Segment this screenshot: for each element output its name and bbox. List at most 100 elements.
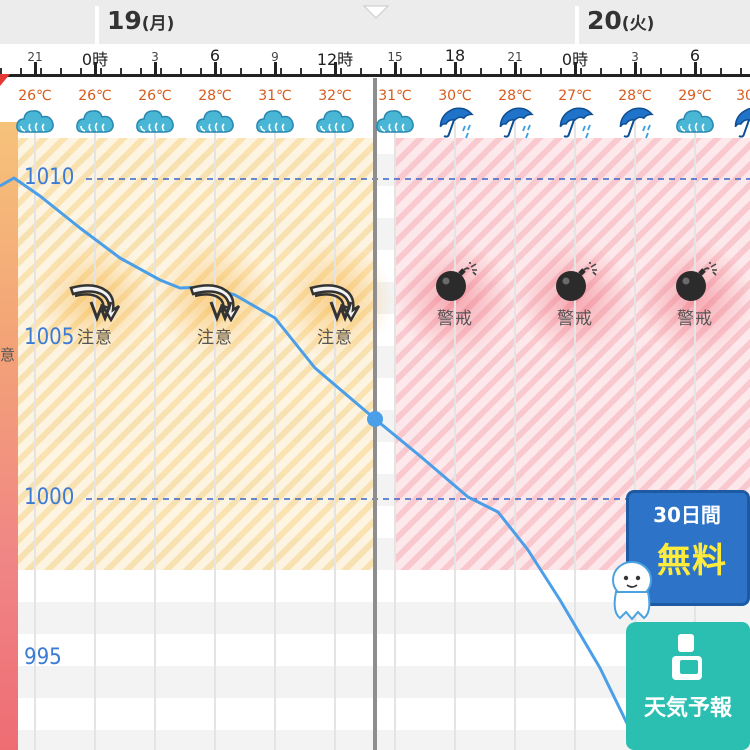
temperature: 31℃ <box>378 88 412 104</box>
hour-label: 9 <box>271 50 279 64</box>
hour-tick <box>720 68 722 74</box>
rising-wave-icon <box>187 280 243 326</box>
pressure-line <box>0 176 642 750</box>
grid-line <box>514 122 516 750</box>
temperature: 26℃ <box>18 88 52 104</box>
hour-tick <box>520 68 522 74</box>
grid-line <box>334 122 336 750</box>
warning-label: 注意 <box>197 328 233 348</box>
temperature: 28℃ <box>618 88 652 104</box>
temperature: 28℃ <box>498 88 532 104</box>
hour-tick <box>20 68 22 74</box>
hour-tick <box>420 68 422 74</box>
hour-tick-major <box>574 62 577 74</box>
cloud-icon <box>195 106 235 140</box>
current-time-pointer <box>362 5 390 19</box>
hour-tick <box>180 68 182 74</box>
hour-tick-major <box>694 62 697 74</box>
hour-tick <box>160 68 162 74</box>
hour-tick <box>220 68 222 74</box>
pressure-level-bar <box>0 122 18 750</box>
hour-label: 0時 <box>561 50 589 69</box>
free-trial-duration: 30日間 <box>653 503 721 527</box>
hour-tick <box>280 68 282 74</box>
grid-line <box>694 122 696 750</box>
hour-scale-bar <box>0 44 750 78</box>
hour-tick-major <box>334 62 337 74</box>
grid-line <box>634 122 636 750</box>
hour-tick <box>600 68 602 74</box>
date-divider <box>575 6 579 44</box>
hour-tick <box>80 68 82 74</box>
pressure-label-995: 995 <box>24 645 62 670</box>
hour-tick <box>300 68 302 74</box>
hour-tick <box>340 68 342 74</box>
rising-wave-icon <box>67 280 123 326</box>
hour-tick <box>240 68 242 74</box>
hour-tick <box>0 68 2 74</box>
warning-label: 警戒 <box>437 309 473 329</box>
hour-tick <box>580 68 582 74</box>
weather-forecast-label: 天気予報 <box>643 696 732 721</box>
hour-tick <box>500 68 502 74</box>
temperature: 27℃ <box>558 88 592 104</box>
hour-tick <box>380 68 382 74</box>
grid-line <box>154 122 156 750</box>
time-axis-line <box>0 74 750 77</box>
temperature: 26℃ <box>78 88 112 104</box>
hour-tick <box>540 68 542 74</box>
hour-tick <box>480 68 482 74</box>
hour-tick <box>320 68 322 74</box>
hour-tick <box>40 68 42 74</box>
hour-tick <box>620 68 622 74</box>
cloud-icon <box>675 106 715 140</box>
temperature: 29℃ <box>678 88 712 104</box>
temperature: 28℃ <box>198 88 232 104</box>
hour-label: 18 <box>444 46 466 65</box>
current-pressure-dot <box>367 411 383 427</box>
pressure-label-1010: 1010 <box>24 165 75 190</box>
date-day: 19 <box>107 6 142 35</box>
umbrella-icon <box>555 106 595 144</box>
date-divider <box>95 6 99 44</box>
hour-tick <box>460 68 462 74</box>
hour-tick <box>120 68 122 74</box>
hour-tick <box>660 68 662 74</box>
bomb-icon <box>552 262 598 308</box>
temperature: 30℃ <box>438 88 472 104</box>
hour-label: 21 <box>27 50 43 64</box>
hour-tick-major <box>274 62 277 74</box>
umbrella-icon <box>495 106 535 144</box>
grid-line <box>274 122 276 750</box>
hour-label: 21 <box>507 50 523 64</box>
grid-line <box>34 122 36 750</box>
hour-tick <box>140 68 142 74</box>
temperature: 26℃ <box>138 88 172 104</box>
hour-tick <box>100 68 102 74</box>
hour-label: 6 <box>209 46 221 65</box>
weather-forecast-button[interactable]: 天気予報 <box>626 622 750 750</box>
hour-tick-major <box>34 62 37 74</box>
temperature: 31℃ <box>258 88 292 104</box>
grid-line <box>574 122 576 750</box>
hour-label: 15 <box>387 50 403 64</box>
temperature: 30 <box>736 88 750 104</box>
bomb-icon <box>432 262 478 308</box>
grid-line <box>454 122 456 750</box>
teru-teru-mascot-icon <box>612 561 652 621</box>
umbrella-icon <box>435 106 475 144</box>
grid-line <box>214 122 216 750</box>
date-header-19: 19(月) <box>107 6 174 35</box>
hour-tick <box>260 68 262 74</box>
umbrella-icon <box>615 106 655 144</box>
grid-line <box>94 122 96 750</box>
bomb-icon <box>672 262 718 308</box>
free-trial-text: 無料 <box>657 541 727 581</box>
warning-label: 注意 <box>317 328 353 348</box>
hour-tick-major <box>394 62 397 74</box>
forecast-app-icon <box>672 634 702 680</box>
pressure-label-1000: 1000 <box>24 485 75 510</box>
hour-tick-major <box>514 62 517 74</box>
